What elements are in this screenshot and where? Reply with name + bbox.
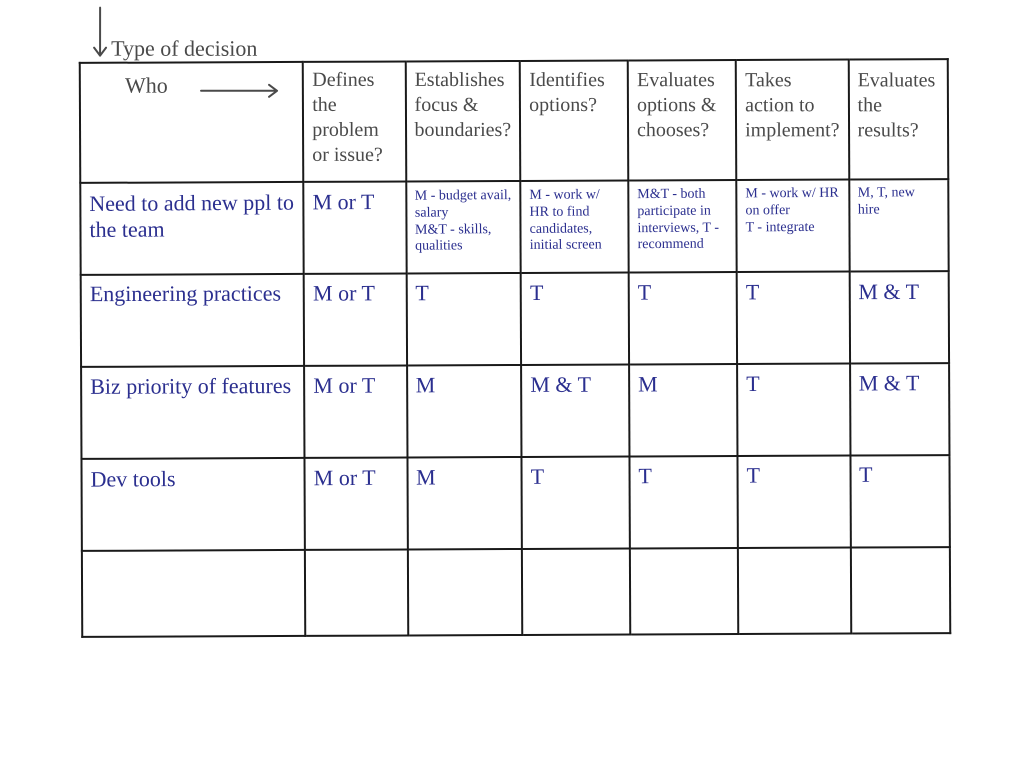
cell: M (407, 457, 522, 550)
table-row: Engineering practices M or T T T T T M &… (81, 272, 949, 366)
cell: M - work w/ HR to find candidates, initi… (520, 180, 628, 273)
cell (407, 549, 522, 635)
cell (522, 549, 630, 635)
cell (738, 548, 851, 634)
cell: M (407, 365, 522, 457)
cell: T (737, 272, 850, 364)
cell: M, T, new hire (849, 178, 949, 271)
cell: M or T (303, 182, 406, 275)
who-axis-label: Who (125, 72, 168, 100)
whiteboard-canvas: { "type": "table", "background_color": "… (0, 0, 1024, 768)
table-row: Need to add new ppl to the team M or T M… (80, 178, 949, 276)
arrow-right-icon (199, 82, 289, 100)
cell: T (521, 273, 629, 365)
cell: M & T (521, 365, 629, 457)
table-row (82, 547, 950, 637)
row-label: Need to add new ppl to the team (80, 182, 304, 276)
cell: M or T (304, 273, 407, 365)
cell: M & T (849, 272, 949, 364)
cell: M - budget avail, salaryM&T - skills, qu… (406, 181, 521, 274)
decision-matrix-table: Who Type of decision Defines the problem… (79, 58, 952, 638)
col-header: Takes action to implement? (736, 61, 849, 181)
cell: T (629, 272, 737, 364)
table-row: Dev tools M or T M T T T T (81, 454, 950, 551)
row-label: Biz priority of features (81, 366, 305, 459)
cell: M & T (850, 363, 950, 455)
cell: T (850, 454, 950, 547)
cell (305, 549, 408, 635)
table-row: Biz priority of features M or T M M & T … (81, 363, 949, 459)
col-header: Evaluates options & chooses? (628, 61, 736, 181)
arrow-down-icon (91, 4, 109, 64)
row-label: Engineering practices (81, 274, 304, 367)
header-row: Who Type of decision Defines the problem… (80, 61, 948, 182)
cell (630, 548, 738, 634)
col-header: Defines the problem or issue? (303, 61, 405, 181)
row-label: Dev tools (81, 458, 305, 551)
cell: M - work w/ HR on offerT - integrate (736, 179, 849, 272)
cell (850, 547, 950, 633)
row-label (82, 550, 306, 637)
cell: M or T (305, 458, 408, 551)
cell: T (629, 456, 738, 549)
col-header: Identifies options? (520, 61, 628, 181)
col-header: Establishes focus & boundaries? (405, 61, 520, 181)
corner-cell: Who Type of decision (80, 61, 303, 181)
cell: M (629, 364, 738, 456)
cell: M or T (304, 365, 407, 457)
cell: T (406, 273, 521, 365)
col-header: Evaluates the results? (848, 61, 948, 181)
cell: T (737, 364, 850, 456)
cell: T (522, 456, 630, 549)
cell: T (738, 455, 851, 548)
cell: M&T - both participate in interviews, T … (628, 179, 737, 272)
type-axis-label: Type of decision (111, 34, 257, 62)
